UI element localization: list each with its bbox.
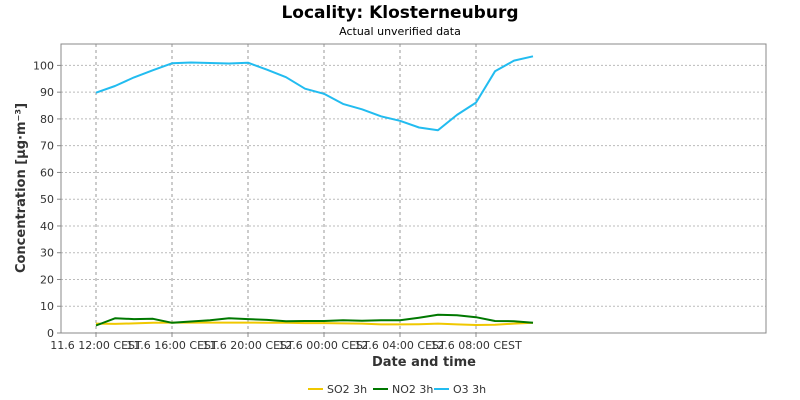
y-tick-label: 60 xyxy=(40,166,54,179)
plot-area xyxy=(60,43,767,334)
x-tick-label: 11.6 12:00 CEST xyxy=(50,339,142,352)
legend-label-so2-3h: SO2 3h xyxy=(327,383,367,396)
y-tick-label: 20 xyxy=(40,273,54,286)
y-tick-label: 90 xyxy=(40,86,54,99)
chart-title: Locality: Klosterneuburg xyxy=(281,3,518,23)
legend-label-no2-3h: NO2 3h xyxy=(392,383,433,396)
y-tick-label: 50 xyxy=(40,193,54,206)
y-axis-ticks: 0 10 20 30 40 50 60 70 80 90 100 xyxy=(33,59,61,340)
legend-label-o3-3h: O3 3h xyxy=(453,383,486,396)
series-lines xyxy=(95,55,534,327)
grid xyxy=(61,44,766,334)
x-tick-label: 12.6 08:00 CEST xyxy=(430,339,522,352)
y-axis-label: Concentration [µg·m⁻³] xyxy=(14,103,29,273)
y-tick-label: 100 xyxy=(33,59,54,72)
y-tick-label: 70 xyxy=(40,140,54,153)
x-tick-label: 12.6 04:00 CEST xyxy=(354,339,446,352)
x-axis-label: Date and time xyxy=(372,355,476,370)
so2-3h-line xyxy=(95,321,534,326)
y-tick-label: 10 xyxy=(40,300,54,313)
y-tick-label: 30 xyxy=(40,247,54,260)
y-tick-label: 40 xyxy=(40,220,54,233)
legend: SO2 3h NO2 3h O3 3h xyxy=(308,383,486,396)
y-tick-label: 80 xyxy=(40,113,54,126)
o3-3h-line xyxy=(95,55,534,132)
no2-3h-line xyxy=(95,313,534,327)
x-tick-label: 11.6 16:00 CEST xyxy=(126,339,218,352)
chart-subtitle: Actual unverified data xyxy=(339,25,461,38)
y-tick-label: 0 xyxy=(47,327,54,340)
x-tick-label: 12.6 00:00 CEST xyxy=(278,339,370,352)
x-tick-label: 11.6 20:00 CEST xyxy=(202,339,294,352)
